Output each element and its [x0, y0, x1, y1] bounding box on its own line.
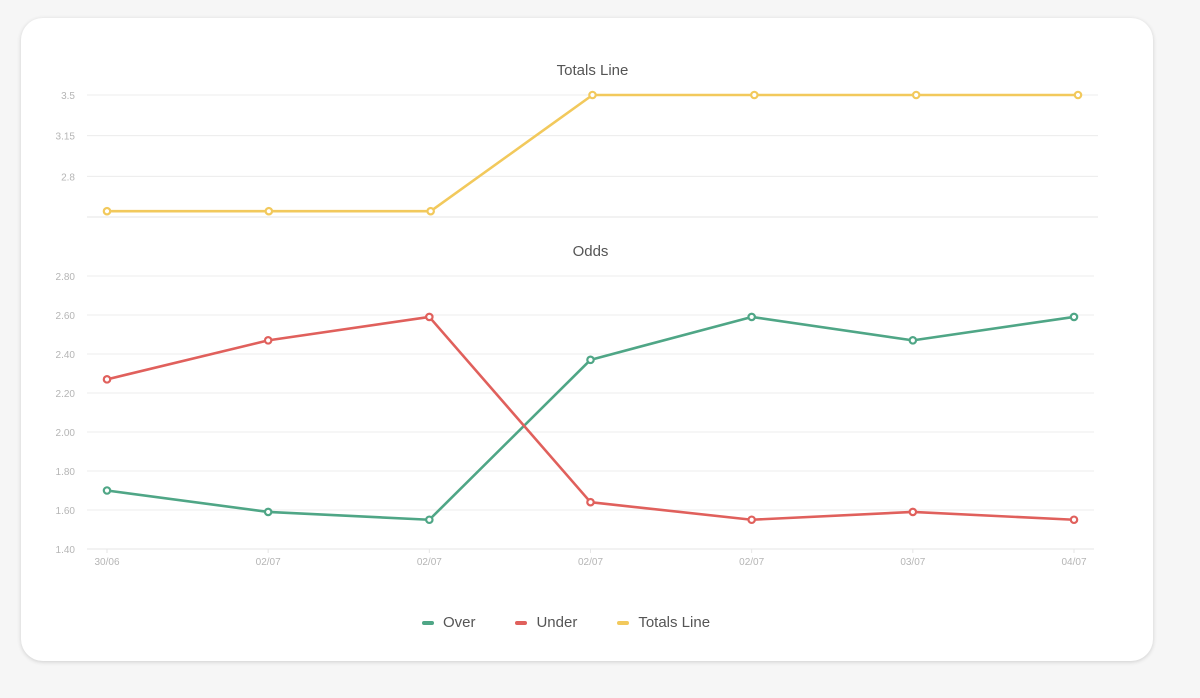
y-tick-label: 3.15 — [56, 132, 76, 143]
legend-item-totals-line[interactable]: Totals Line — [617, 614, 710, 631]
data-point-totals-line — [911, 90, 921, 100]
data-point-under — [908, 507, 918, 517]
legend-label-under: Under — [536, 614, 578, 631]
y-tick-label: 2.20 — [56, 389, 76, 400]
legend-item-under[interactable]: Under — [515, 614, 577, 631]
series-line-under — [106, 315, 1075, 522]
chart-title: Odds — [573, 243, 609, 260]
y-tick-label: 1.40 — [56, 545, 76, 556]
data-point-over — [908, 336, 918, 345]
chart-legend: Over Under Totals Line — [0, 614, 1132, 631]
x-tick-label: 02/07 — [578, 557, 603, 568]
data-point-over — [1069, 312, 1079, 322]
y-tick-label: 2.40 — [56, 350, 76, 361]
data-point-totals-line — [264, 206, 274, 216]
x-tick-label: 02/07 — [417, 557, 442, 568]
data-point-under — [586, 497, 595, 507]
data-point-under — [263, 336, 273, 345]
legend-label-totals-line: Totals Line — [638, 614, 711, 631]
data-point-under — [102, 375, 112, 384]
data-point-over — [747, 312, 756, 322]
y-tick-label: 1.80 — [56, 467, 76, 478]
data-point-over — [263, 507, 273, 517]
data-point-over — [425, 515, 434, 525]
legend-label-over: Over — [442, 614, 476, 631]
chart-panel-odds: Odds 1.40 1.60 1.80 2.00 2.20 2.40 2.60 2.80 30/0… — [56, 243, 1094, 568]
x-tick-label: 30/06 — [94, 557, 119, 568]
series-line-totals-line — [107, 93, 1078, 213]
x-tick-label: 03/07 — [900, 557, 925, 568]
data-point-over — [102, 486, 112, 495]
legend-swatch-over — [421, 620, 434, 625]
chart-title: Totals Line — [557, 62, 629, 79]
x-tick-label: 04/07 — [1061, 557, 1086, 568]
legend-swatch-totals-line — [617, 620, 630, 625]
data-point-under — [425, 312, 434, 322]
data-point-totals-line — [102, 206, 112, 216]
y-tick-label: 1.60 — [56, 506, 76, 517]
y-tick-label: 2.00 — [56, 428, 76, 439]
data-point-totals-line — [750, 90, 759, 100]
legend-item-over[interactable]: Over — [421, 614, 476, 631]
chart-panel-totals-line: Totals Line 2.8 3.15 3.5 — [56, 62, 1098, 218]
legend-swatch-under — [515, 620, 528, 625]
charts-svg: Totals Line 2.8 3.15 3.5 Odds 1.40 1.60 1.80 2.0… — [56, 62, 1098, 568]
y-tick-label: 2.8 — [61, 172, 75, 183]
series-line-over — [106, 315, 1075, 522]
data-point-under — [747, 515, 756, 525]
data-point-over — [586, 355, 595, 365]
y-tick-label: 3.5 — [61, 91, 75, 102]
x-tick-label: 02/07 — [256, 557, 281, 568]
data-point-totals-line — [1073, 90, 1083, 100]
data-point-totals-line — [588, 90, 597, 100]
x-tick-label: 02/07 — [739, 557, 764, 568]
y-tick-label: 2.80 — [56, 272, 76, 283]
chart-card: Totals Line 2.8 3.15 3.5 Odds 1.40 1.60 1.80 2.0… — [21, 18, 1153, 661]
data-point-under — [1069, 515, 1079, 525]
data-point-totals-line — [426, 206, 435, 216]
y-tick-label: 2.60 — [56, 311, 76, 322]
